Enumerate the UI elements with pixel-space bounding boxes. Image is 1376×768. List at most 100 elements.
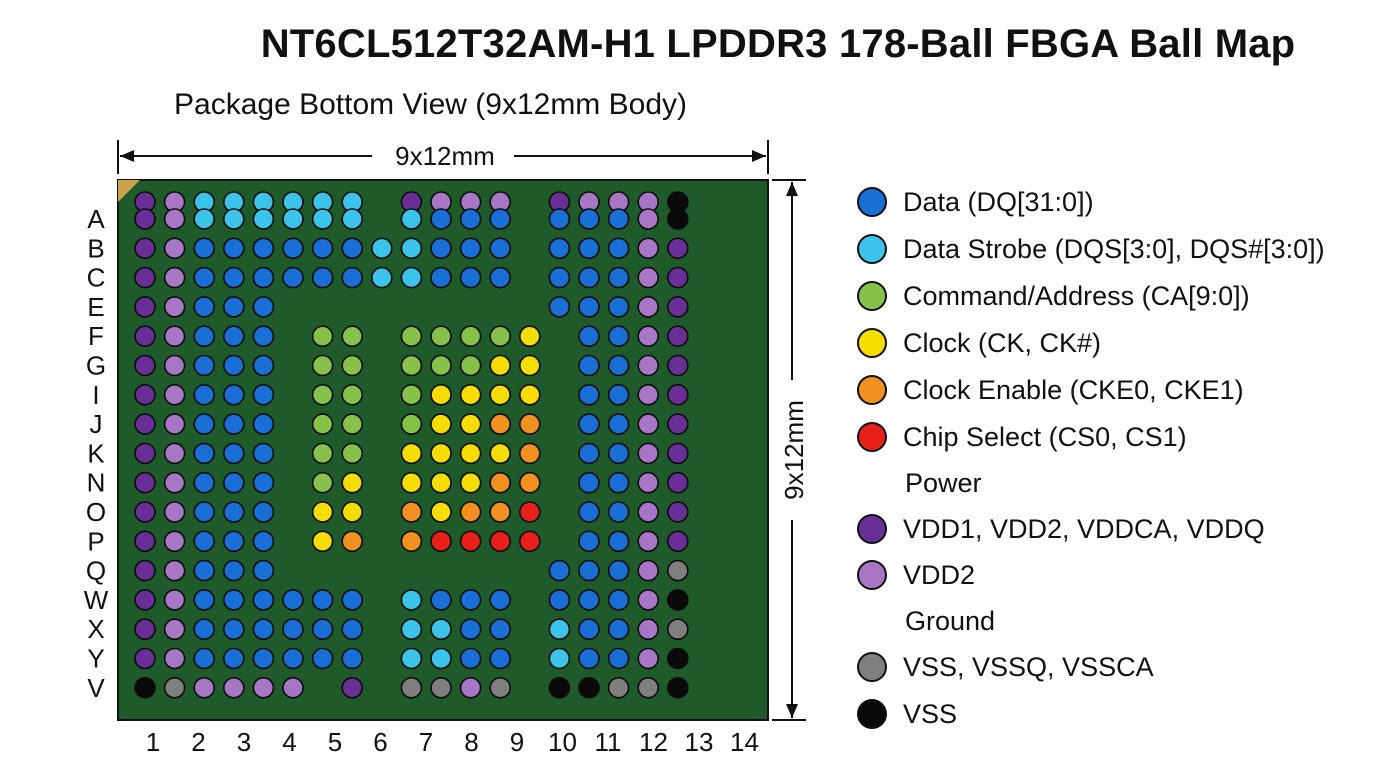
ball-F-10 (400, 325, 423, 348)
ball-C-5 (252, 266, 275, 289)
arrow-up-icon (786, 182, 798, 196)
ball-G-19 (666, 354, 689, 377)
ball-K-8 (341, 442, 364, 465)
ball-K-10 (400, 442, 423, 465)
ball-Y-19 (666, 647, 689, 670)
ball-C-12 (459, 266, 482, 289)
ball-A-1 (134, 208, 156, 230)
column-label: 5 (328, 727, 342, 757)
row-label: O (86, 497, 106, 527)
ball-J-17 (607, 413, 630, 435)
row-label: W (84, 585, 109, 615)
ball-P-3 (193, 530, 215, 553)
ball-V-18 (637, 676, 660, 699)
ball-X-4 (223, 618, 245, 641)
ball-W-4 (223, 589, 245, 611)
ball-O-17 (607, 501, 630, 523)
ball-A-12 (459, 208, 482, 230)
ball-X-15 (548, 618, 571, 641)
ball-W-17 (607, 589, 630, 611)
ball-P-1 (134, 530, 156, 553)
ball-J-2 (163, 413, 186, 435)
ball-J-7 (311, 413, 334, 435)
ball-K-3 (193, 442, 215, 465)
ball-W-19 (666, 589, 689, 611)
ball-Y-18 (637, 647, 660, 670)
ball-A-2 (163, 208, 186, 230)
column-label: 3 (237, 727, 251, 757)
arrow-down-icon (786, 704, 798, 718)
ball-E-3 (193, 296, 215, 318)
ball-W-2 (163, 589, 186, 611)
ball-G-12 (459, 354, 482, 377)
ball-P-13 (489, 530, 512, 553)
ball-X-3 (193, 618, 215, 641)
ball-Q-17 (607, 559, 630, 582)
ball-A-15 (548, 208, 571, 230)
ball-J-3 (193, 413, 215, 435)
ball-X-17 (607, 618, 630, 641)
ball-Q-4 (223, 559, 245, 582)
ball-K-5 (252, 442, 275, 465)
ball-A-16 (578, 208, 600, 230)
ball-Y-8 (341, 647, 364, 670)
column-label: 13 (685, 727, 714, 757)
ball-J-18 (637, 413, 660, 435)
ball-K-16 (578, 442, 600, 465)
legend-item: Data Strobe (DQS[3:0], DQS#[3:0]) (857, 229, 1325, 269)
ball-C-16 (578, 266, 600, 289)
ball-J-4 (223, 413, 245, 435)
ball-Q-18 (637, 559, 660, 582)
ball-E-5 (252, 296, 275, 318)
ball-B-7 (311, 237, 334, 260)
ball-Y-16 (578, 647, 600, 670)
ball-W-13 (489, 589, 512, 611)
ball-A-5 (252, 208, 275, 230)
ball-A-8 (341, 208, 364, 230)
legend-swatch (857, 234, 887, 264)
legend-item: VSS, VSSQ, VSSCA (857, 647, 1154, 687)
ball-X-10 (400, 618, 423, 641)
ball-P-7 (311, 530, 334, 553)
ball-G-16 (578, 354, 600, 377)
legend-swatch (857, 281, 887, 311)
ball-O-3 (193, 501, 215, 523)
ball-P-11 (430, 530, 452, 553)
ball-C-6 (282, 266, 304, 289)
row-label: V (87, 673, 105, 703)
ball-O-19 (666, 501, 689, 523)
legend-label: Chip Select (CS0, CS1) (903, 421, 1187, 452)
ball-Y-6 (282, 647, 304, 670)
ball-C-2 (163, 266, 186, 289)
ball-G-18 (637, 354, 660, 377)
ball-K-7 (311, 442, 334, 465)
ball-C-11 (430, 266, 452, 289)
ball-W-18 (637, 589, 660, 611)
column-label: 12 (639, 727, 668, 757)
ball-F-11 (430, 325, 452, 348)
legend-swatch (857, 560, 887, 590)
ball-A-7 (311, 208, 334, 230)
ball-V-19 (666, 676, 689, 699)
ball-G-7 (311, 354, 334, 377)
ball-K-4 (223, 442, 245, 465)
ball-K-11 (430, 442, 452, 465)
ball-V-17 (607, 676, 630, 699)
ball-Y-3 (193, 647, 215, 670)
ball-P-10 (400, 530, 423, 553)
ball-V-6 (282, 676, 304, 699)
ball-E-15 (548, 296, 571, 318)
ball-A-19 (666, 208, 689, 230)
ball-G-5 (252, 354, 275, 377)
legend-item: VSS (857, 694, 957, 734)
ball-P-19 (666, 530, 689, 553)
ball-O-5 (252, 501, 275, 523)
row-label: P (87, 526, 104, 556)
ball-O-1 (134, 501, 156, 523)
arrow-left-icon (120, 150, 134, 162)
ball-Q-3 (193, 559, 215, 582)
ball-F-3 (193, 325, 215, 348)
ball-C-18 (637, 266, 660, 289)
ball-O-10 (400, 501, 423, 523)
ball-C-13 (489, 266, 512, 289)
